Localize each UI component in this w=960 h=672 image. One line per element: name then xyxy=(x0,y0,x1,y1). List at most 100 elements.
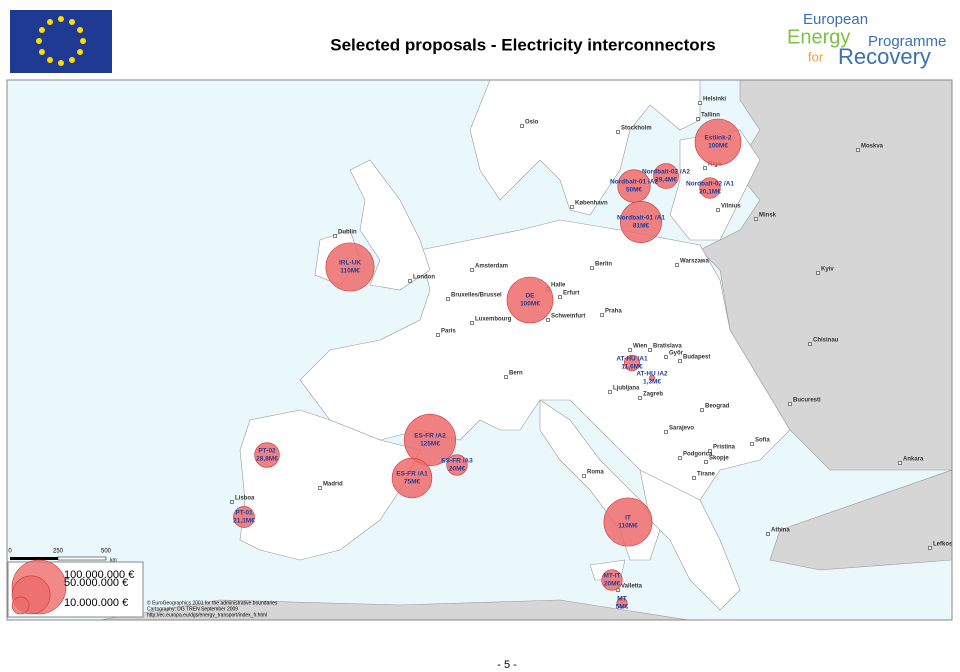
project-bubble xyxy=(403,413,457,467)
project-name: PT-02 xyxy=(258,448,276,455)
project-name: ES-FR /A1 xyxy=(396,471,428,478)
city-label: Zagreb xyxy=(643,392,663,398)
project-amount: 11,6M€ xyxy=(621,364,643,371)
project-amount: 29,4M€ xyxy=(655,177,677,184)
city-label: Tallinn xyxy=(701,113,720,119)
city-marker xyxy=(664,355,668,359)
scale-segment xyxy=(10,557,58,560)
city-marker xyxy=(928,546,932,550)
city-marker xyxy=(808,342,812,346)
flag-star xyxy=(69,57,75,64)
city-marker xyxy=(675,263,679,267)
city-label: Lefkosia xyxy=(933,542,958,548)
city-marker xyxy=(678,359,682,363)
city-label: Praha xyxy=(605,309,622,315)
city-marker xyxy=(230,500,234,504)
land xyxy=(349,159,431,291)
project-name: IT xyxy=(625,515,631,522)
city-label: København xyxy=(575,201,608,207)
city-label: Helsinki xyxy=(703,97,726,103)
city-label: Chisinau xyxy=(813,338,839,344)
project-bubble xyxy=(619,201,662,244)
legend-label: 100.000.000 € xyxy=(64,569,134,581)
project-name: Nordbalt-02 /A2 xyxy=(642,169,690,176)
project-amount: 20M€ xyxy=(604,581,621,588)
city-label: Oslo xyxy=(525,120,539,126)
city-label: Roma xyxy=(587,470,604,476)
city-marker xyxy=(590,266,594,270)
city-marker xyxy=(754,217,758,221)
city-marker xyxy=(704,460,708,464)
city-label: London xyxy=(413,275,435,281)
land xyxy=(469,80,701,216)
city-marker xyxy=(696,117,700,121)
project-bubble xyxy=(325,242,375,292)
project-bubble xyxy=(446,454,468,476)
city-marker xyxy=(582,474,586,478)
city-label: Ljubljana xyxy=(613,386,640,392)
flag-star xyxy=(38,27,45,33)
project-amount: 50M€ xyxy=(626,187,643,194)
city-marker xyxy=(856,148,860,152)
city-marker xyxy=(520,124,524,128)
city-marker xyxy=(333,234,337,238)
city-label: Bratislava xyxy=(653,344,682,350)
city-marker xyxy=(750,442,754,446)
city-marker xyxy=(678,456,682,460)
city-label: Győr xyxy=(669,351,684,357)
project-name: PT-01 xyxy=(235,510,253,517)
city-label: Ankara xyxy=(903,457,924,463)
city-marker xyxy=(570,205,574,209)
project-name: Nordbalt-01 /A1 xyxy=(617,215,665,222)
city-label: Amsterdam xyxy=(475,264,508,270)
project-bubble xyxy=(699,177,721,199)
project-amount: 125M€ xyxy=(420,441,440,448)
city-marker xyxy=(638,396,642,400)
legend-label: 50.000.000 € xyxy=(64,577,128,589)
flag-star xyxy=(80,38,86,44)
project-name: MT xyxy=(617,596,626,603)
city-label: Vilnius xyxy=(721,204,741,210)
city-marker xyxy=(470,321,474,325)
project-amount: 20,1M€ xyxy=(699,189,721,196)
city-label: Lisboa xyxy=(235,496,255,502)
city-label: Athina xyxy=(771,528,790,534)
city-label: Tirane xyxy=(697,472,716,478)
city-label: Podgorica xyxy=(683,452,713,458)
city-label: Erfurt xyxy=(563,291,579,297)
scale-label: km xyxy=(110,557,117,563)
project-bubble xyxy=(601,569,623,591)
city-label: Dublin xyxy=(338,230,357,236)
city-marker xyxy=(648,348,652,352)
land xyxy=(699,80,952,471)
city-label: Moskva xyxy=(861,144,884,150)
city-marker xyxy=(716,208,720,212)
legend-label: 10.000.000 € xyxy=(64,597,128,609)
project-name: IRL-UK xyxy=(339,260,361,267)
land xyxy=(769,469,952,571)
city-marker xyxy=(698,101,702,105)
city-marker xyxy=(700,408,704,412)
logo-word: Recovery xyxy=(838,44,931,69)
project-name: Nordbalt-02 /A1 xyxy=(686,181,734,188)
land xyxy=(639,469,741,611)
project-bubble xyxy=(649,375,655,381)
city-marker xyxy=(788,402,792,406)
project-amount: 100M€ xyxy=(520,301,540,308)
legend-circle xyxy=(11,596,30,615)
flag-star xyxy=(38,49,45,55)
project-name: AT-HU /A2 xyxy=(636,371,668,378)
city-marker xyxy=(558,295,562,299)
city-label: Stockholm xyxy=(621,126,652,132)
city-label: Bucuresti xyxy=(793,398,821,404)
city-marker xyxy=(616,130,620,134)
flag-star xyxy=(36,38,42,44)
city-marker xyxy=(628,348,632,352)
project-bubble xyxy=(391,457,433,499)
city-marker xyxy=(546,318,550,322)
map-frame xyxy=(6,79,953,621)
flag-star xyxy=(47,57,53,64)
logo-word: for xyxy=(808,49,824,64)
scale-label: 0 xyxy=(8,549,12,555)
